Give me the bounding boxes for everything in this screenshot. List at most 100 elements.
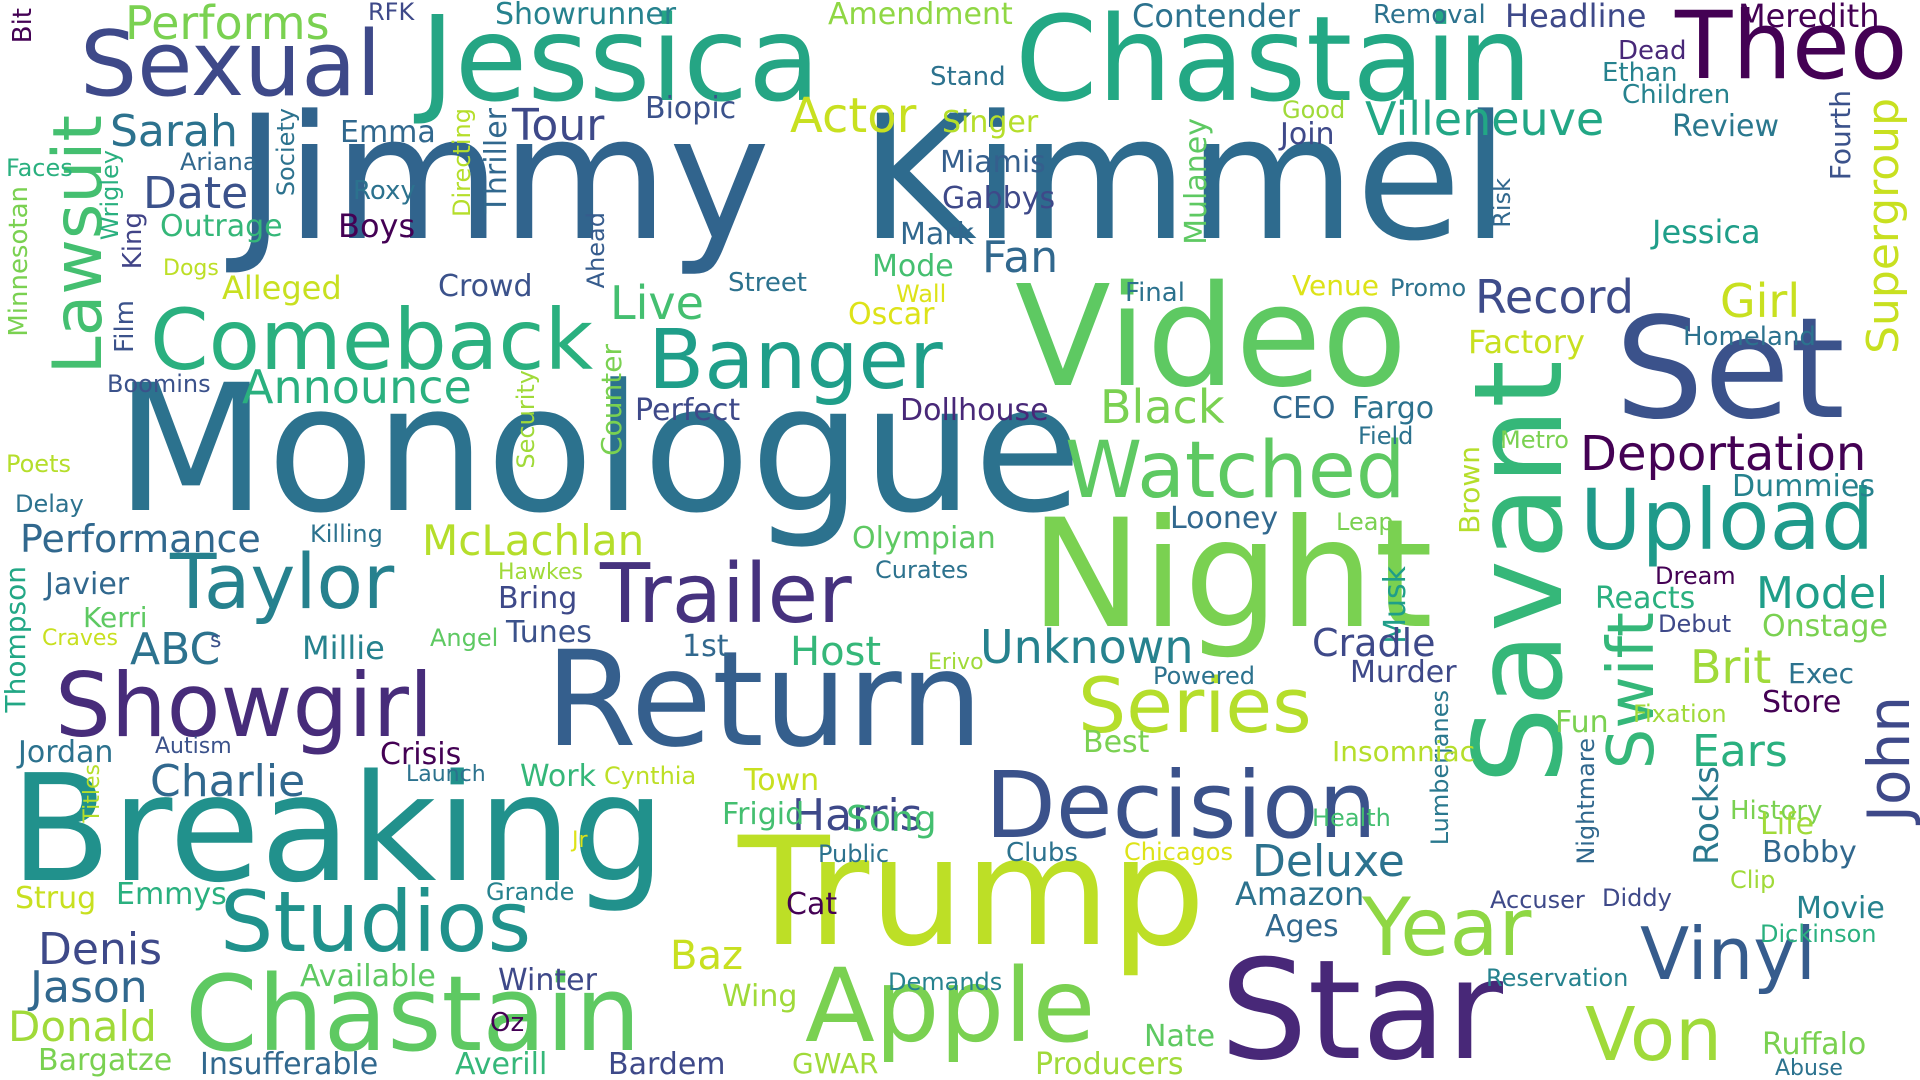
word: Cynthia xyxy=(604,762,697,790)
word: Fan xyxy=(982,232,1059,283)
word: Amendment xyxy=(828,0,1013,32)
word: Faces xyxy=(6,154,73,182)
word: Cat xyxy=(786,887,838,922)
word: Best xyxy=(1083,725,1150,760)
word: Theo xyxy=(1675,0,1908,101)
word: Perfect xyxy=(635,393,741,428)
word: Promo xyxy=(1390,274,1467,302)
word: Dream xyxy=(1655,562,1736,590)
word: Announce xyxy=(242,360,472,414)
word: Series xyxy=(1078,661,1312,750)
word: Delay xyxy=(15,490,84,518)
word: Public xyxy=(818,840,890,868)
word: Sexual xyxy=(80,12,382,117)
word: Society xyxy=(272,108,300,197)
word: Nightmare xyxy=(1572,738,1600,865)
word: Roxy xyxy=(353,176,416,206)
word: Craves xyxy=(42,626,118,651)
word: History xyxy=(1730,796,1823,826)
word: Oz xyxy=(490,1008,525,1038)
word: Javier xyxy=(45,567,130,602)
word: Fun xyxy=(1555,705,1609,740)
word: Ruffalo xyxy=(1762,1027,1867,1062)
word: Chastain xyxy=(185,953,641,1075)
word: Titles xyxy=(80,764,105,823)
word: Minnesotan xyxy=(4,186,34,337)
word: Harris xyxy=(792,790,923,841)
word: Supergroup xyxy=(1858,98,1909,354)
word: Jordan xyxy=(18,735,114,770)
word: Biopic xyxy=(645,91,737,126)
word: Unknown xyxy=(980,620,1194,674)
word: Health xyxy=(1312,804,1391,832)
word: Headline xyxy=(1505,0,1647,35)
word: Reacts xyxy=(1595,581,1696,616)
word: Tunes xyxy=(506,615,592,650)
word: Trailer xyxy=(600,547,852,642)
word: Frigid xyxy=(722,797,805,832)
word: Mulaney xyxy=(1179,118,1214,245)
word: Mark xyxy=(900,217,974,252)
word: Dogs xyxy=(163,256,219,281)
word: Reservation xyxy=(1486,964,1629,992)
word: Review xyxy=(1672,109,1780,144)
word: Counter xyxy=(595,344,628,456)
word: Denis xyxy=(38,924,162,975)
word: Debut xyxy=(1658,610,1732,638)
word: Bring xyxy=(498,581,578,616)
word: Dummies xyxy=(1732,469,1875,504)
word: Abuse xyxy=(1775,1056,1843,1080)
word: Wall xyxy=(896,280,947,308)
word: Deluxe xyxy=(1252,836,1405,887)
word: Work xyxy=(520,759,596,794)
word: Rocks xyxy=(1687,766,1727,865)
word: Fargo xyxy=(1352,391,1435,426)
word: Insufferable xyxy=(200,1047,379,1080)
word: Bit xyxy=(8,8,38,44)
word: Powered xyxy=(1153,662,1256,690)
word: Killing xyxy=(310,520,383,548)
word: Venue xyxy=(1292,269,1379,302)
word: Model xyxy=(1756,568,1889,619)
word: Video xyxy=(1015,256,1408,419)
word: Kimmel xyxy=(860,78,1510,279)
word: 1st xyxy=(682,629,729,664)
word: Performance xyxy=(20,517,261,561)
word: McLachlan xyxy=(422,516,645,565)
word: Ariana xyxy=(180,148,258,176)
word: Boomins xyxy=(107,370,211,398)
word: Record xyxy=(1475,270,1634,324)
word: GWAR xyxy=(792,1047,879,1080)
word: Donald xyxy=(8,1002,157,1051)
word: Wing xyxy=(722,979,798,1014)
word: Contender xyxy=(1132,0,1300,35)
word: Nate xyxy=(1144,1019,1216,1054)
word: ABC xyxy=(130,624,221,675)
word: Fourth xyxy=(1824,90,1857,181)
word: Outrage xyxy=(160,209,283,244)
word: Kerri xyxy=(83,601,148,634)
word: Life xyxy=(1760,807,1815,842)
word: Movie xyxy=(1796,891,1885,926)
word: Miamis xyxy=(940,145,1046,180)
word: Emmys xyxy=(116,877,227,912)
word: Field xyxy=(1358,422,1414,450)
word: Ages xyxy=(1265,909,1339,944)
word: Charlie xyxy=(150,756,306,807)
word: Millie xyxy=(302,629,385,667)
word: Baz xyxy=(670,933,743,979)
word: Looney xyxy=(1170,501,1279,536)
word: Factory xyxy=(1468,323,1585,361)
word: Apple xyxy=(805,947,1096,1066)
word: Chicagos xyxy=(1124,838,1233,866)
word: s xyxy=(210,628,222,653)
word: Store xyxy=(1762,685,1842,720)
word: Bargatze xyxy=(38,1043,173,1078)
word: Town xyxy=(744,763,820,798)
word: Trump xyxy=(738,806,1206,980)
word: Crisis xyxy=(380,737,462,772)
word: Thriller xyxy=(479,108,514,214)
word: Girl xyxy=(1720,274,1801,328)
word: Demands xyxy=(888,968,1003,996)
